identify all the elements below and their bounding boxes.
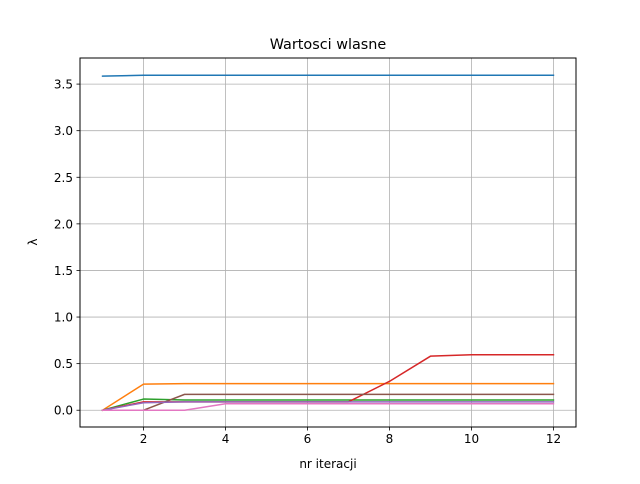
plot-frame xyxy=(79,57,577,428)
series-line-5 xyxy=(101,393,555,411)
series-line-7 xyxy=(101,402,555,411)
x-axis-ticks: 2 4 6 8 10 12 xyxy=(140,427,561,446)
series-lines xyxy=(101,74,555,412)
y-tick-label: 1.5 xyxy=(54,264,73,278)
y-tick-label: 0.5 xyxy=(54,357,73,371)
y-tick-label: 2.0 xyxy=(54,217,73,231)
y-tick-label: 3.5 xyxy=(54,78,73,92)
y-tick-label: 0.0 xyxy=(54,404,73,418)
series-line-1 xyxy=(101,74,555,77)
y-axis-ticks: 0.0 0.5 1.0 1.5 2.0 2.5 3.0 3.5 xyxy=(54,78,80,418)
series-line-6 xyxy=(101,401,555,412)
x-tick-label: 8 xyxy=(386,432,394,446)
grid xyxy=(80,58,576,427)
series-line-3 xyxy=(101,398,555,412)
y-tick-label: 3.0 xyxy=(54,124,73,138)
series-line-2 xyxy=(101,382,555,412)
x-tick-label: 2 xyxy=(140,432,148,446)
y-axis-label: λ xyxy=(26,238,40,245)
x-tick-label: 4 xyxy=(222,432,230,446)
x-axis-label: nr iteracji xyxy=(299,457,356,471)
x-tick-label: 6 xyxy=(304,432,312,446)
x-tick-label: 12 xyxy=(546,432,561,446)
y-tick-label: 1.0 xyxy=(54,311,73,325)
chart-title: Wartosci wlasne xyxy=(270,37,387,53)
x-tick-label: 10 xyxy=(464,432,479,446)
y-tick-label: 2.5 xyxy=(54,171,73,185)
